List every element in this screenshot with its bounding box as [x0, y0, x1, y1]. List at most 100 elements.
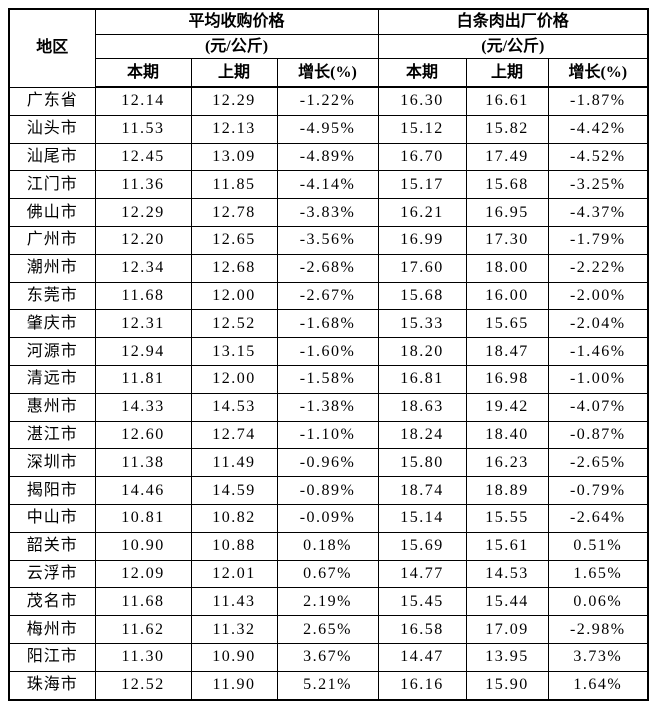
value-cell: 14.77 — [377, 559, 467, 589]
value-cell: 15.61 — [465, 531, 549, 561]
value-cell: 3.73% — [547, 642, 649, 672]
value-cell: 12.60 — [94, 420, 192, 450]
table-row: 汕头市 11.53 12.13 -4.95% 15.12 15.82 -4.42% — [8, 114, 649, 144]
value-cell: 13.09 — [190, 142, 278, 172]
region-cell: 珠海市 — [8, 670, 96, 701]
value-cell: 3.67% — [276, 642, 379, 672]
region-cell: 阳江市 — [8, 642, 96, 672]
value-cell: 16.30 — [377, 86, 467, 116]
value-cell: 10.90 — [190, 642, 278, 672]
value-cell: 12.29 — [94, 198, 192, 227]
header-unit-row: (元/公斤) (元/公斤) — [9, 34, 649, 59]
unit-exfactory-price: (元/公斤) — [377, 34, 649, 59]
value-cell: 15.90 — [465, 670, 549, 701]
value-cell: 11.38 — [94, 448, 192, 478]
value-cell: 16.98 — [465, 364, 549, 394]
price-table: 地区 平均收购价格 白条肉出厂价格 (元/公斤) (元/公斤) 本期 上期 增长… — [8, 8, 650, 701]
table-row: 揭阳市 14.46 14.59 -0.89% 18.74 18.89 -0.79% — [8, 476, 649, 505]
value-cell: -4.37% — [547, 198, 649, 227]
value-cell: -1.10% — [276, 420, 379, 450]
value-cell: 16.00 — [465, 281, 549, 311]
value-cell: 16.81 — [377, 364, 467, 394]
value-cell: 12.74 — [190, 420, 278, 450]
value-cell: 12.01 — [190, 559, 278, 589]
value-cell: 15.82 — [465, 114, 549, 144]
table-row: 河源市 12.94 13.15 -1.60% 18.20 18.47 -1.46% — [8, 337, 649, 366]
value-cell: 11.43 — [190, 587, 278, 617]
value-cell: 12.78 — [190, 198, 278, 227]
value-cell: -3.25% — [547, 170, 649, 200]
table-row: 东莞市 11.68 12.00 -2.67% 15.68 16.00 -2.00% — [8, 281, 649, 311]
region-cell: 梅州市 — [8, 615, 96, 644]
group-title-exfactory-price: 白条肉出厂价格 — [377, 8, 649, 35]
value-cell: -4.52% — [547, 142, 649, 172]
value-cell: 0.06% — [547, 587, 649, 617]
value-cell: -1.68% — [276, 309, 379, 339]
table-row: 中山市 10.81 10.82 -0.09% 15.14 15.55 -2.64% — [8, 503, 649, 533]
value-cell: 12.52 — [190, 309, 278, 339]
value-cell: 12.31 — [94, 309, 192, 339]
table-row: 江门市 11.36 11.85 -4.14% 15.17 15.68 -3.25% — [8, 170, 649, 200]
region-column-header: 地区 — [8, 8, 96, 88]
table-row: 湛江市 12.60 12.74 -1.10% 18.24 18.40 -0.87% — [8, 420, 649, 450]
value-cell: 14.47 — [377, 642, 467, 672]
value-cell: -4.14% — [276, 170, 379, 200]
subheader-growth-percent: 增长(%) — [276, 58, 379, 88]
value-cell: -0.79% — [547, 476, 649, 505]
value-cell: -1.46% — [547, 337, 649, 366]
value-cell: 17.60 — [377, 253, 467, 283]
value-cell: -1.79% — [547, 225, 649, 255]
group-title-purchase-price: 平均收购价格 — [94, 8, 379, 35]
value-cell: -1.00% — [547, 364, 649, 394]
value-cell: 12.20 — [94, 225, 192, 255]
value-cell: 12.13 — [190, 114, 278, 144]
table-row: 汕尾市 12.45 13.09 -4.89% 16.70 17.49 -4.52% — [8, 142, 649, 172]
value-cell: 10.88 — [190, 531, 278, 561]
value-cell: 12.14 — [94, 86, 192, 116]
region-cell: 茂名市 — [8, 587, 96, 617]
region-cell: 清远市 — [8, 364, 96, 394]
value-cell: 12.94 — [94, 337, 192, 366]
value-cell: 11.49 — [190, 448, 278, 478]
value-cell: 17.30 — [465, 225, 549, 255]
value-cell: 14.53 — [190, 392, 278, 422]
region-cell: 湛江市 — [8, 420, 96, 450]
value-cell: -2.64% — [547, 503, 649, 533]
value-cell: 0.18% — [276, 531, 379, 561]
region-cell: 中山市 — [8, 503, 96, 533]
table-row: 韶关市 10.90 10.88 0.18% 15.69 15.61 0.51% — [8, 531, 649, 561]
value-cell: 17.49 — [465, 142, 549, 172]
value-cell: -1.60% — [276, 337, 379, 366]
value-cell: 12.45 — [94, 142, 192, 172]
table-row: 云浮市 12.09 12.01 0.67% 14.77 14.53 1.65% — [8, 559, 649, 589]
value-cell: 15.44 — [465, 587, 549, 617]
value-cell: 12.52 — [94, 670, 192, 701]
value-cell: 11.30 — [94, 642, 192, 672]
value-cell: -0.89% — [276, 476, 379, 505]
region-cell: 广东省 — [8, 86, 96, 116]
value-cell: 15.69 — [377, 531, 467, 561]
region-cell: 肇庆市 — [8, 309, 96, 339]
value-cell: 15.80 — [377, 448, 467, 478]
table-row: 阳江市 11.30 10.90 3.67% 14.47 13.95 3.73% — [8, 642, 649, 672]
value-cell: -0.87% — [547, 420, 649, 450]
value-cell: 18.40 — [465, 420, 549, 450]
value-cell: 0.51% — [547, 531, 649, 561]
value-cell: -2.98% — [547, 615, 649, 644]
region-cell: 潮州市 — [8, 253, 96, 283]
subheader-previous-period: 上期 — [465, 58, 549, 88]
value-cell: 14.33 — [94, 392, 192, 422]
table-body: 广东省 12.14 12.29 -1.22% 16.30 16.61 -1.87% 汕头市 11… — [8, 86, 649, 701]
header-group-row: 地区 平均收购价格 白条肉出厂价格 — [8, 8, 649, 88]
value-cell: 12.68 — [190, 253, 278, 283]
value-cell: 15.17 — [377, 170, 467, 200]
region-cell: 深圳市 — [8, 448, 96, 478]
value-cell: 15.45 — [377, 587, 467, 617]
table-row: 清远市 11.81 12.00 -1.58% 16.81 16.98 -1.00% — [8, 364, 649, 394]
value-cell: 16.21 — [377, 198, 467, 227]
value-cell: -3.56% — [276, 225, 379, 255]
value-cell: 11.85 — [190, 170, 278, 200]
table-row: 佛山市 12.29 12.78 -3.83% 16.21 16.95 -4.37% — [8, 198, 649, 227]
value-cell: 16.58 — [377, 615, 467, 644]
